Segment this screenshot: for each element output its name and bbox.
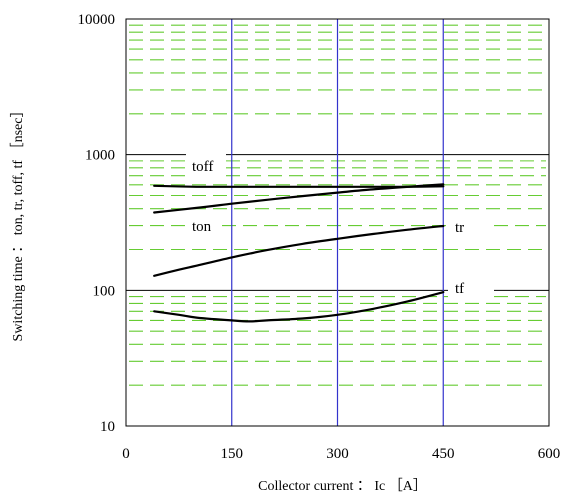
y-axis-title: Switching time ： ton, tr, toff, tf ［nsec… (10, 104, 26, 342)
x-tick-label: 300 (326, 446, 349, 462)
x-tick-label: 150 (221, 446, 244, 462)
series-label-tr: tr (455, 220, 464, 236)
series-label-tf: tf (455, 281, 464, 297)
x-tick-label: 600 (538, 446, 561, 462)
series-line-tr (153, 224, 445, 277)
series-line-tf (153, 291, 445, 323)
plot-area-frame (125, 18, 550, 427)
minor-gridlines (129, 24, 546, 386)
y-tick-labels: 10 100 1000 10000 (78, 12, 116, 435)
series-curves (153, 183, 445, 323)
series-labels: toff ton tr tf (192, 159, 464, 297)
x-tick-labels: 0 150 300 450 600 (122, 446, 560, 462)
series-line-ton (153, 183, 445, 214)
series-label-toff: toff (192, 159, 213, 175)
y-tick-label: 100 (93, 283, 116, 299)
x-tick-label: 450 (432, 446, 455, 462)
x-axis-title: Collector current ： Ic ［A］ (258, 478, 427, 494)
major-gridlines (126, 19, 549, 426)
x-tick-label: 0 (122, 446, 130, 462)
y-tick-label: 10000 (78, 12, 116, 28)
y-tick-label: 10 (100, 419, 115, 435)
series-label-ton: ton (192, 219, 212, 235)
y-tick-label: 1000 (85, 148, 115, 164)
